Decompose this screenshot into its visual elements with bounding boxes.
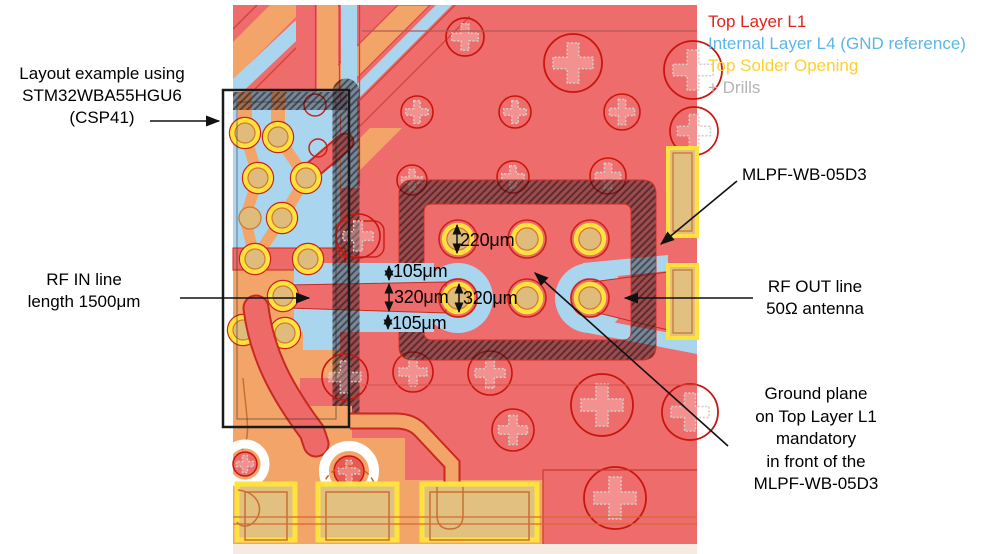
dimension-label-105um-top: 105μm: [393, 261, 448, 281]
label-ground-plane-line5: MLPF-WB-05D3: [753, 474, 879, 493]
leader-arrow-mlpf: [660, 180, 738, 245]
label-rf-in-line1: RF IN line: [46, 270, 122, 289]
legend-solder-opening: Top Solder Opening: [708, 56, 859, 75]
label-layout-example: Layout example using STM32WBA55HGU6 (CSP…: [4, 63, 200, 129]
label-ground-plane-line2: on Top Layer L1: [755, 406, 877, 426]
label-ground-plane-line4: in front of the: [766, 451, 866, 471]
label-rf-out-line2: 50Ω antenna: [766, 299, 864, 318]
leader-arrow-ground-plane: [534, 272, 729, 447]
dimension-label-220um: 220μm: [460, 230, 515, 250]
label-layout-example-line3: (CSP41): [69, 108, 135, 127]
net-lines: [362, 30, 697, 386]
legend-drills: + Drills: [708, 78, 761, 97]
label-rf-out-line1: RF OUT line: [767, 277, 863, 296]
dimension-label-320um-left: 320μm: [394, 287, 449, 307]
label-layout-example-line2: STM32WBA55HGU6: [22, 86, 182, 105]
label-ground-plane: Ground plane on Top Layer L1 mandatory i…: [736, 383, 896, 496]
label-rf-out: RF OUT line 50Ω antenna: [745, 276, 885, 320]
mlpf-footprint: [398, 179, 657, 361]
legend-internal-layer: Internal Layer L4 (GND reference): [708, 34, 966, 53]
leader-arrows: [150, 115, 753, 447]
label-rf-in: RF IN line length 1500μm: [0, 269, 168, 313]
dimension-label-320um-right: 320μm: [463, 288, 518, 308]
dimension-arrows: [383, 223, 464, 331]
legend-top-layer: Top Layer L1: [708, 12, 807, 31]
label-ground-plane-line3: mandatory: [775, 429, 857, 448]
chip-top-keepout: [233, 92, 347, 110]
antenna-line-pads: [666, 146, 699, 340]
label-layout-example-line1: Layout example using: [19, 64, 185, 83]
label-rf-in-line2: length 1500μm: [27, 292, 141, 311]
label-ground-plane-line1: Ground plane: [764, 384, 868, 403]
bottom-solder-pads: [233, 469, 697, 544]
dimension-label-105um-bottom: 105μm: [392, 313, 447, 333]
label-mlpf: MLPF-WB-05D3: [742, 165, 867, 184]
chip-outline-rect: [221, 88, 351, 429]
